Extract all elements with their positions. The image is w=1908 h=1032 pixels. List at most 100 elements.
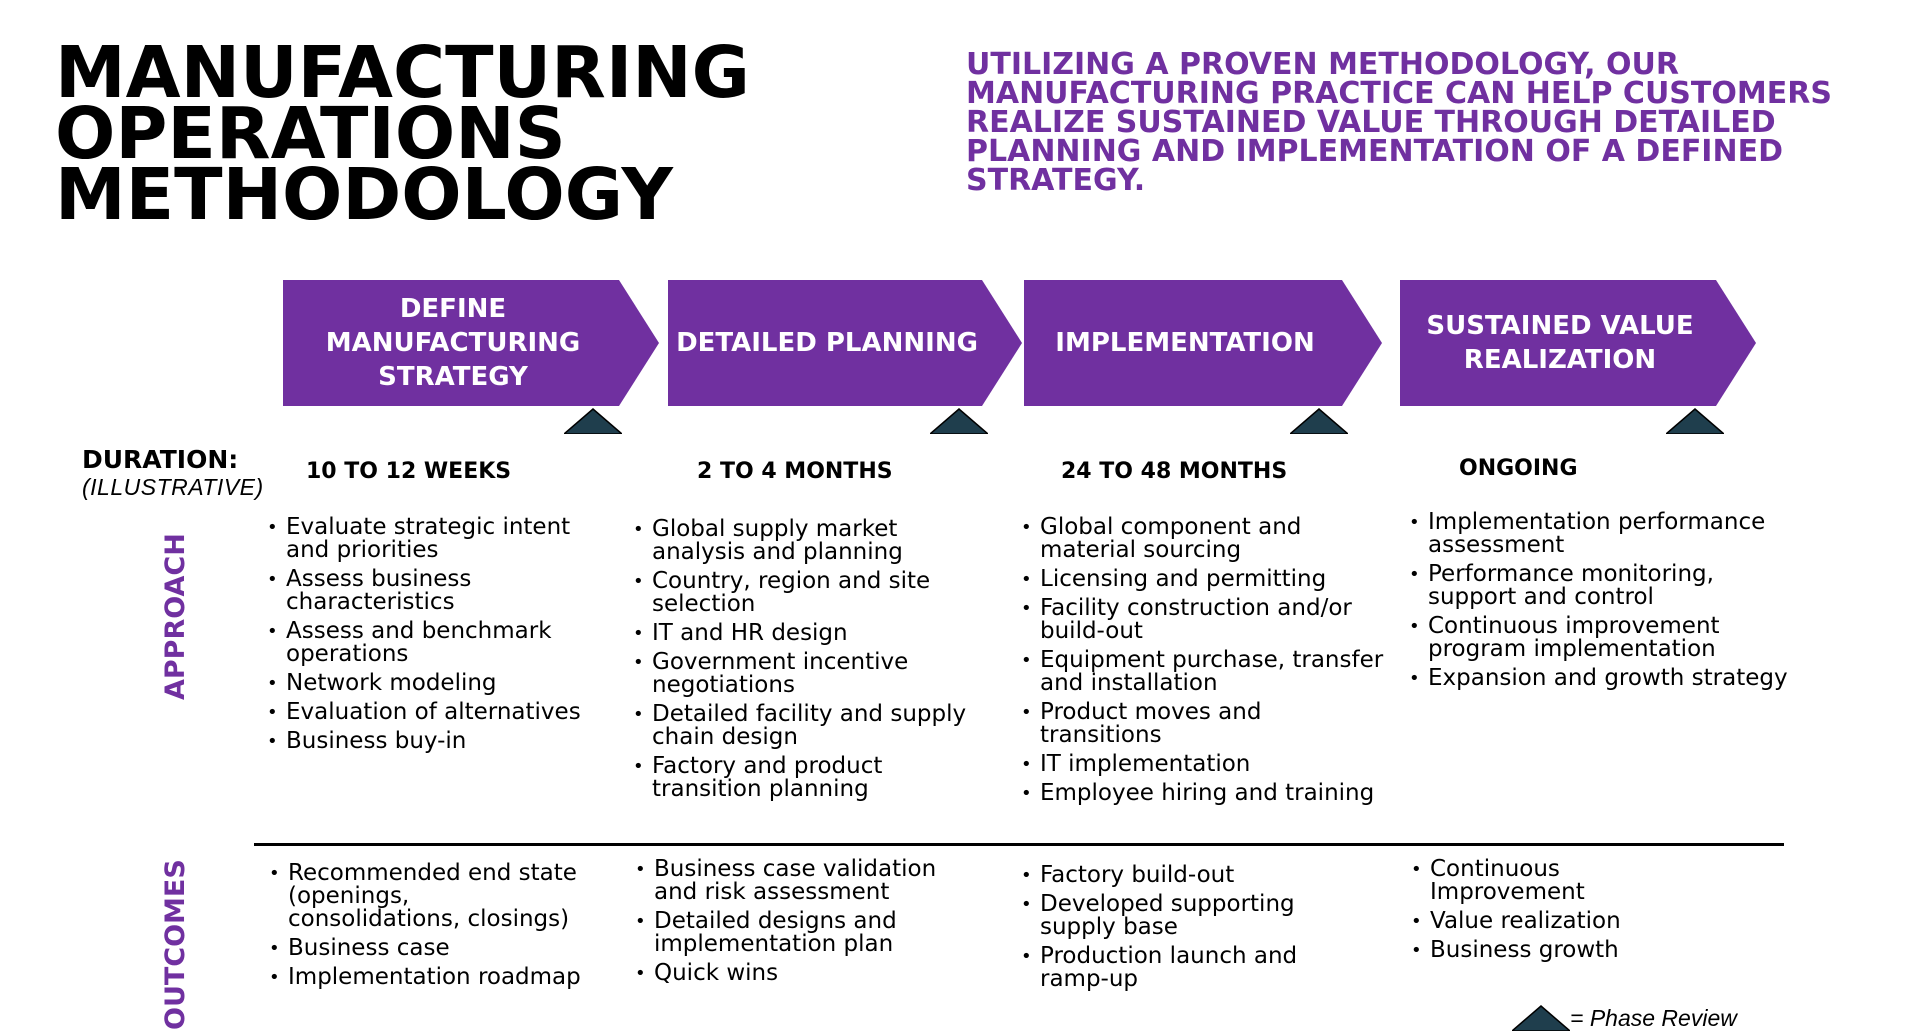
list-item-line: Employee hiring and training bbox=[1040, 780, 1375, 806]
list-item: Recommended end state(openings,consolida… bbox=[269, 862, 609, 931]
tagline-line: STRATEGY. bbox=[966, 163, 1146, 198]
phase-chevron-sustained-value: SUSTAINED VALUE REALIZATION bbox=[1400, 280, 1756, 406]
list-item-line: program implementation bbox=[1428, 636, 1716, 662]
outcomes-list: Factory build-out Developed supportingsup… bbox=[1021, 864, 1361, 991]
list-item-line: ramp-up bbox=[1040, 966, 1139, 992]
list-item-line: Factory and product bbox=[652, 753, 883, 779]
list-item-line: consolidations, closings) bbox=[288, 906, 570, 932]
tagline-line: PLANNING AND IMPLEMENTATION OF A DEFINED bbox=[966, 134, 1783, 169]
list-item: Network modeling bbox=[267, 670, 597, 696]
list-item: IT and HR design bbox=[633, 620, 993, 646]
phase-title-line: SUSTAINED VALUE bbox=[1426, 311, 1694, 341]
list-item: Licensing and permitting bbox=[1021, 568, 1411, 592]
list-item-line: Global supply market bbox=[652, 516, 898, 542]
phase-chevron-define-strategy: DEFINE MANUFACTURING STRATEGY bbox=[283, 280, 659, 406]
list-item-line: support and control bbox=[1428, 584, 1654, 610]
page-title-line: METHODOLOGY bbox=[55, 153, 673, 236]
phase-chevron-implementation: IMPLEMENTATION bbox=[1024, 280, 1382, 406]
phase-review-triangle-icon bbox=[1290, 408, 1348, 434]
legend-text: = Phase Review bbox=[1570, 1005, 1737, 1031]
list-item-line: IT implementation bbox=[1040, 751, 1251, 777]
duration-label: DURATION: bbox=[82, 445, 239, 474]
list-item-line: transition planning bbox=[652, 776, 869, 802]
list-item-line: Detailed facility and supply bbox=[652, 701, 967, 727]
phase-review-triangle-icon bbox=[1666, 408, 1724, 434]
list-item-line: IT and HR design bbox=[652, 620, 848, 646]
list-item-line: characteristics bbox=[286, 589, 455, 615]
phase-title-line: DEFINE bbox=[399, 294, 507, 324]
list-item-line: Equipment purchase, transfer bbox=[1040, 647, 1384, 673]
list-item-line: and priorities bbox=[286, 537, 439, 563]
list-item: Implementation roadmap bbox=[269, 966, 609, 990]
list-item: Business growth bbox=[1411, 937, 1751, 963]
list-item-line: Facility construction and/or bbox=[1040, 595, 1352, 621]
list-item-line: Business growth bbox=[1430, 937, 1619, 963]
list-item-line: Quick wins bbox=[654, 960, 779, 986]
phase-title-line: STRATEGY bbox=[378, 362, 528, 392]
phase-duration: 24 TO 48 MONTHS bbox=[1061, 459, 1288, 484]
tagline: UTILIZING A PROVEN METHODOLOGY, OUR MANU… bbox=[966, 47, 1866, 198]
list-item-line: Product moves and bbox=[1040, 699, 1262, 725]
phase-duration: ONGOING bbox=[1459, 456, 1578, 481]
page-title-line: MANUFACTURING bbox=[55, 31, 750, 114]
list-item-line: Implementation performance bbox=[1428, 509, 1766, 535]
list-item-line: Recommended end state bbox=[288, 860, 577, 886]
list-item-line: and risk assessment bbox=[654, 879, 890, 905]
list-item-line: Global component and bbox=[1040, 514, 1302, 540]
list-item-line: selection bbox=[652, 591, 756, 617]
list-item-line: Improvement bbox=[1430, 879, 1585, 905]
list-item: Value realization bbox=[1411, 910, 1751, 934]
list-item-line: analysis and planning bbox=[652, 539, 903, 565]
list-item: Business case bbox=[269, 937, 609, 961]
phase-title-line: REALIZATION bbox=[1463, 345, 1657, 375]
outcomes-side-label: OUTCOMES bbox=[160, 859, 191, 1030]
phase-duration: 10 TO 12 WEEKS bbox=[306, 459, 512, 484]
phase-review-triangle-icon bbox=[1512, 1005, 1570, 1031]
phase-title-line: MANUFACTURING bbox=[325, 328, 581, 358]
phase-title-line: IMPLEMENTATION bbox=[1055, 328, 1315, 358]
list-item-line: Continuous improvement bbox=[1428, 613, 1720, 639]
list-item-line: Evaluation of alternatives bbox=[286, 699, 581, 725]
phase-title-line: DETAILED PLANNING bbox=[676, 328, 978, 358]
phase-review-triangle-icon bbox=[564, 408, 622, 434]
list-item-line: Production launch and bbox=[1040, 943, 1298, 969]
list-item-line: (openings, bbox=[288, 883, 410, 909]
list-item-line: Developed supporting bbox=[1040, 891, 1295, 917]
tagline-line: UTILIZING A PROVEN METHODOLOGY, OUR bbox=[966, 47, 1679, 82]
list-item-line: Network modeling bbox=[286, 670, 497, 696]
phase-review-triangle-icon bbox=[930, 408, 988, 434]
list-item-line: Assess business bbox=[286, 566, 472, 592]
tagline-line: MANUFACTURING PRACTICE CAN HELP CUSTOMER… bbox=[966, 76, 1832, 111]
list-item-line: Performance monitoring, bbox=[1428, 561, 1714, 587]
list-item-line: Evaluate strategic intent bbox=[286, 514, 571, 540]
list-item: Employee hiring and training bbox=[1021, 780, 1411, 806]
list-item-line: build-out bbox=[1040, 618, 1143, 644]
tagline-line: REALIZE SUSTAINED VALUE THROUGH DETAILED bbox=[966, 105, 1776, 140]
phase-duration: 2 TO 4 MONTHS bbox=[697, 459, 893, 484]
list-item-line: Government incentive bbox=[652, 649, 909, 675]
page-title: MANUFACTURING OPERATIONS METHODOLOGY bbox=[55, 31, 750, 236]
list-item: Performance monitoring,support and contr… bbox=[1409, 563, 1799, 609]
list-item-line: negotiations bbox=[652, 672, 795, 698]
list-item: Evaluation of alternatives bbox=[267, 699, 597, 725]
list-item-line: Business buy-in bbox=[286, 728, 467, 754]
list-item-line: material sourcing bbox=[1040, 537, 1242, 563]
